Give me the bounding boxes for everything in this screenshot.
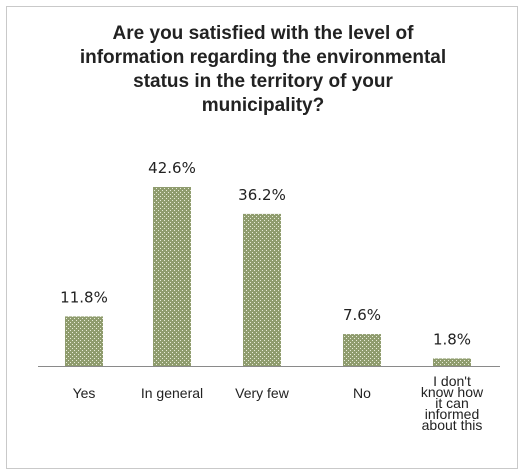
category-label-4: I don't know how it can informed about this [421,373,484,433]
bar-2 [243,213,281,366]
category-label-4-line-4: about this [422,417,483,433]
chart-title: Are you satisfied with the level of info… [0,22,526,118]
bar-4 [433,358,471,366]
bar-3 [343,334,381,366]
category-label-1: In general [141,385,203,401]
category-label-4-line-3: informed [425,406,479,422]
chart-title-line-1: Are you satisfied with the level of [112,23,414,44]
chart-title-line-3: status in the territory of your [133,71,393,92]
category-label-0: Yes [73,385,96,401]
bars-group [65,187,471,366]
value-label-0: 11.8% [60,288,108,306]
category-label-2: Very few [235,385,290,401]
category-label-4-line-2: it can [435,395,468,411]
category-label-1-line-0: In general [141,385,203,401]
category-labels-group: Yes In general Very few No I don't know how it… [73,373,484,433]
category-label-0-line-0: Yes [73,385,96,401]
bar-1 [153,187,191,366]
value-label-2: 36.2% [238,186,286,204]
value-label-3: 7.6% [343,306,381,324]
category-label-3-line-0: No [353,385,371,401]
chart-title-line-4: municipality? [201,95,325,116]
value-label-4: 1.8% [433,330,471,348]
bar-0 [65,316,103,366]
value-label-1: 42.6% [148,159,196,177]
category-label-3: No [353,385,371,401]
category-label-4-line-0: I don't [433,373,471,389]
category-label-4-line-1: know how [421,384,484,400]
value-labels-group: 11.8% 42.6% 36.2% 7.6% 1.8% [60,159,471,348]
category-label-2-line-0: Very few [235,385,290,401]
chart-title-line-2: information regarding the environmental [79,47,447,68]
